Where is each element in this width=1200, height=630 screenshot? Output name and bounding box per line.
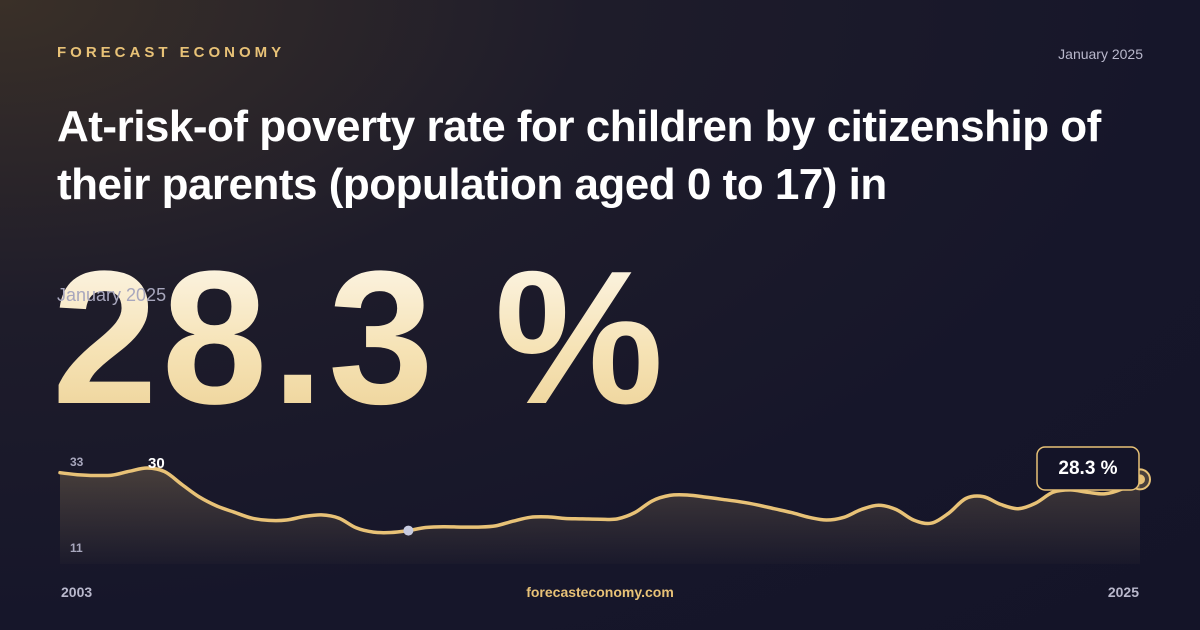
max-value-label: 30 [148, 455, 165, 472]
y-tick-label-bottom: 11 [70, 541, 83, 555]
site-link[interactable]: forecasteconomy.com [526, 584, 674, 600]
x-axis-end-label: 2025 [1107, 584, 1139, 600]
last-value-callout-label: 28.3 % [1058, 458, 1117, 479]
headline-value: 28.3 % [52, 232, 668, 444]
brand-name: FORECAST ECONOMY [57, 44, 286, 61]
last-value-callout-box [1036, 446, 1140, 491]
overlay-date: January 2025 [57, 285, 167, 305]
chart-area-fill [60, 468, 1140, 564]
chart-title: At-risk-of poverty rate for children by … [57, 102, 1101, 209]
min-point-marker [403, 525, 414, 536]
x-axis-start-label: 2003 [61, 584, 93, 600]
chart-series-line [58, 466, 1142, 535]
y-tick-label-top: 33 [70, 455, 84, 469]
header-date: January 2025 [1058, 46, 1143, 62]
